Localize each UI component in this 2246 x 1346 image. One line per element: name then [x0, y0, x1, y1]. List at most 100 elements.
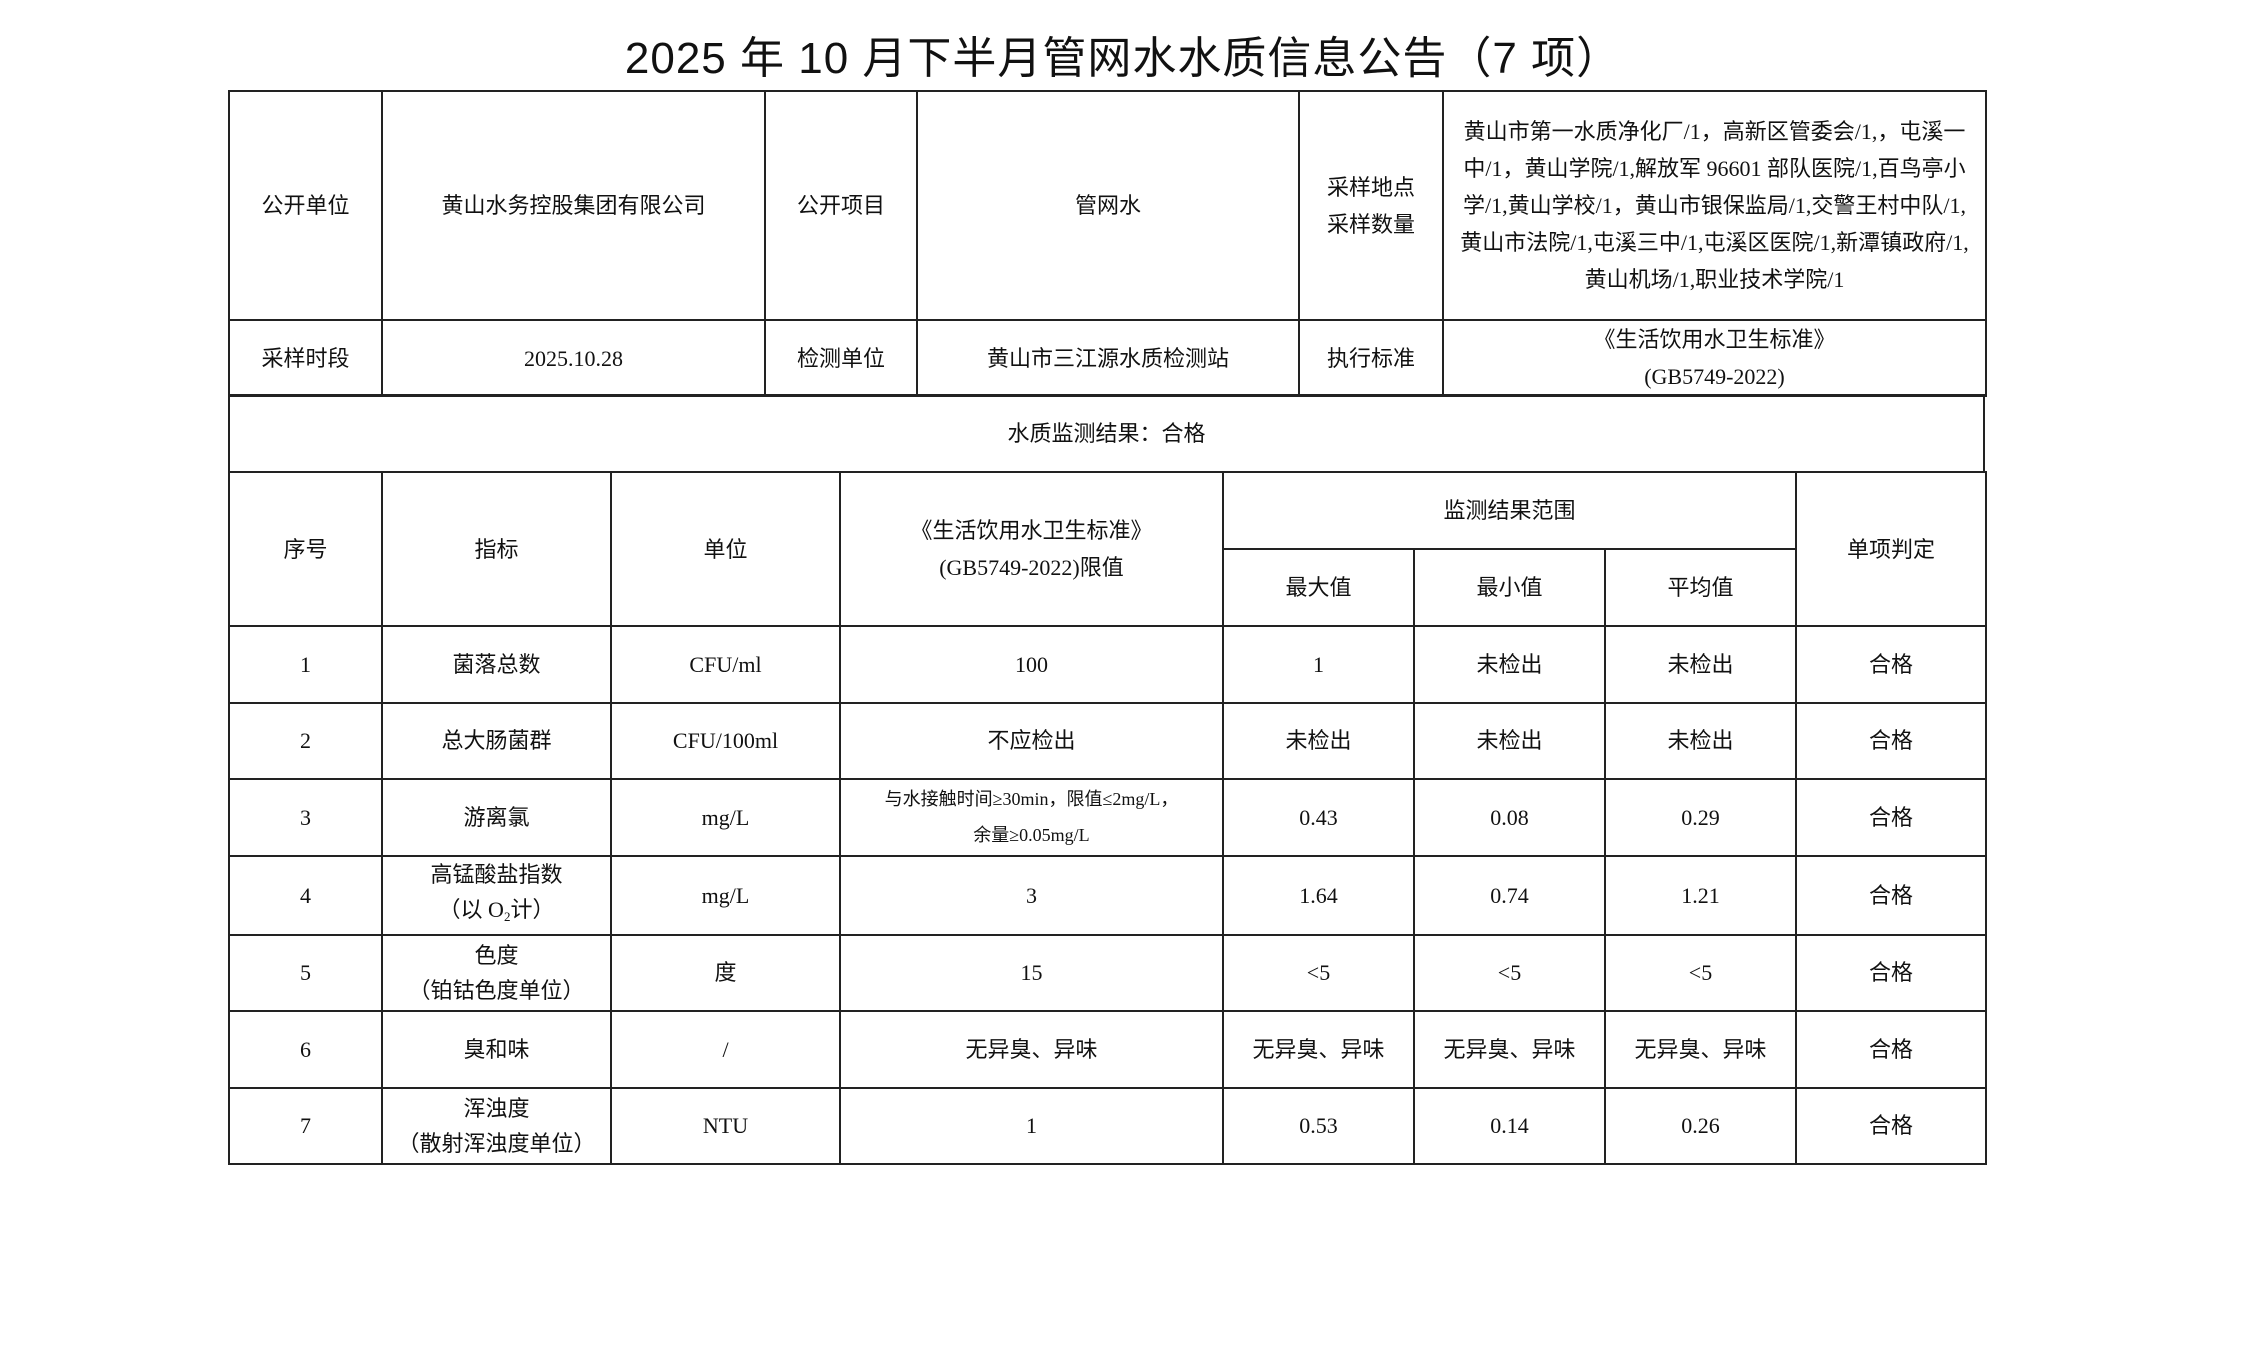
indicator-note: （铂钴色度单位） [408, 977, 585, 1003]
row-avg: 0.29 [1604, 778, 1797, 857]
row-no: 7 [228, 1086, 383, 1165]
indicator-note-suffix: 计） [510, 896, 555, 922]
row-max: 无异臭、异味 [1222, 1010, 1415, 1089]
row-no: 1 [228, 625, 383, 704]
standard-line1: 《生活饮用水卫生标准》 [1593, 327, 1836, 352]
lab-label: 检测单位 [764, 319, 918, 397]
lab-value: 黄山市三江源水质检测站 [916, 319, 1300, 397]
row-no: 3 [228, 778, 383, 857]
limit-value: 无异臭、异味 [965, 1036, 1098, 1062]
period-value: 2025.10.28 [381, 319, 766, 397]
row-unit: mg/L [610, 778, 841, 857]
item-label: 公开项目 [764, 90, 918, 321]
header-avg: 平均值 [1604, 548, 1797, 627]
sites-label-line2: 采样数量 [1326, 211, 1415, 237]
row-unit: CFU/100ml [610, 701, 841, 780]
result-summary: 水质监测结果：合格 [228, 394, 1985, 473]
header-no: 序号 [228, 471, 383, 627]
row-avg: <5 [1604, 933, 1797, 1012]
header-limit: 《生活饮用水卫生标准》 (GB5749-2022)限值 [839, 471, 1224, 627]
row-avg: 0.26 [1604, 1086, 1797, 1165]
header-range: 监测结果范围 [1222, 471, 1797, 550]
row-limit: 1 [839, 1086, 1224, 1165]
indicator-name: 浑浊度 [463, 1095, 530, 1121]
row-no: 6 [228, 1010, 383, 1089]
limit-value: 15 [1020, 960, 1043, 986]
row-indicator: 菌落总数 [381, 625, 612, 704]
limit-value: 3 [1026, 882, 1037, 908]
indicator-name: 高锰酸盐指数 [430, 861, 563, 887]
header-max: 最大值 [1222, 548, 1415, 627]
row-limit: 与水接触时间≥30min，限值≤2mg/L， 余量≥0.05mg/L [839, 778, 1224, 857]
table-row: 2 总大肠菌群 CFU/100ml 不应检出 未检出 未检出 未检出 合格 [228, 701, 1987, 780]
row-limit: 无异臭、异味 [839, 1010, 1224, 1089]
row-max: 0.53 [1222, 1086, 1415, 1165]
standard-line2: (GB5749-2022) [1644, 364, 1785, 389]
info-table: 公开单位 黄山水务控股集团有限公司 公开项目 管网水 采样地点采样数量 黄山市第… [228, 90, 1987, 397]
row-limit: 3 [839, 854, 1224, 936]
indicator-name: 游离氯 [463, 804, 530, 830]
indicator-name: 菌落总数 [452, 651, 541, 677]
standard-label: 执行标准 [1298, 319, 1444, 397]
indicator-note: （散射浑浊度单位） [397, 1130, 596, 1156]
row-indicator: 浑浊度 （散射浑浊度单位） [381, 1086, 612, 1165]
row-no: 4 [228, 854, 383, 936]
row-verdict: 合格 [1795, 1086, 1987, 1165]
standard-value: 《生活饮用水卫生标准》 (GB5749-2022) [1442, 319, 1987, 397]
indicator-name: 总大肠菌群 [441, 728, 552, 754]
indicator-note-subscript: 2 [503, 908, 511, 924]
row-verdict: 合格 [1795, 933, 1987, 1012]
row-max: 0.43 [1222, 778, 1415, 857]
row-max: <5 [1222, 933, 1415, 1012]
header-verdict: 单项判定 [1795, 471, 1987, 627]
row-unit: CFU/ml [610, 625, 841, 704]
summary-table: 水质监测结果：合格 [228, 394, 1985, 473]
indicator-note-prefix: （以 O [438, 896, 504, 922]
limit-value: 不应检出 [987, 728, 1076, 754]
row-unit: / [610, 1010, 841, 1089]
row-indicator: 游离氯 [381, 778, 612, 857]
indicator-name: 色度 [474, 942, 519, 968]
row-min: 无异臭、异味 [1413, 1010, 1606, 1089]
row-max: 1.64 [1222, 854, 1415, 936]
row-min: 0.14 [1413, 1086, 1606, 1165]
row-no: 5 [228, 933, 383, 1012]
row-limit: 15 [839, 933, 1224, 1012]
limit-line2: 余量≥0.05mg/L [973, 825, 1090, 846]
limit-line1: 与水接触时间≥30min，限值≤2mg/L， [884, 789, 1179, 810]
row-indicator: 高锰酸盐指数 （以 O2计） [381, 854, 612, 936]
row-indicator: 色度 （铂钴色度单位） [381, 933, 612, 1012]
row-verdict: 合格 [1795, 854, 1987, 936]
row-indicator: 臭和味 [381, 1010, 612, 1089]
table-row: 5 色度 （铂钴色度单位） 度 15 <5 <5 <5 合格 [228, 933, 1987, 1012]
table-row: 7 浑浊度 （散射浑浊度单位） NTU 1 0.53 0.14 0.26 合格 [228, 1086, 1987, 1165]
row-min: 0.74 [1413, 854, 1606, 936]
row-verdict: 合格 [1795, 625, 1987, 704]
sites-value: 黄山市第一水质净化厂/1，高新区管委会/1,，屯溪一中/1，黄山学院/1,解放军… [1442, 90, 1987, 321]
row-limit: 100 [839, 625, 1224, 704]
row-verdict: 合格 [1795, 701, 1987, 780]
item-value: 管网水 [916, 90, 1300, 321]
sites-label: 采样地点 采样数量 [1298, 90, 1444, 321]
row-unit: 度 [610, 933, 841, 1012]
results-table: 序号 指标 单位 《生活饮用水卫生标准》 (GB5749-2022)限值 监测结果… [228, 471, 1987, 1165]
header-limit-line1: 《生活饮用水卫生标准》 [910, 518, 1153, 543]
publisher-value: 黄山水务控股集团有限公司 [381, 90, 766, 321]
header-indicator: 指标 [381, 471, 612, 627]
row-verdict: 合格 [1795, 778, 1987, 857]
row-avg: 1.21 [1604, 854, 1797, 936]
table-row: 3 游离氯 mg/L 与水接触时间≥30min，限值≤2mg/L， 余量≥0.05… [228, 778, 1987, 857]
sites-label-line1: 采样地点 [1326, 174, 1415, 200]
limit-value: 100 [1015, 651, 1048, 677]
table-row: 4 高锰酸盐指数 （以 O2计） mg/L 3 1.64 0.74 1.21 合格 [228, 854, 1987, 936]
indicator-note: （以 O2计） [389, 892, 604, 934]
row-unit: NTU [610, 1086, 841, 1165]
row-max: 未检出 [1222, 701, 1415, 780]
row-indicator: 总大肠菌群 [381, 701, 612, 780]
header-min: 最小值 [1413, 548, 1606, 627]
publisher-label: 公开单位 [228, 90, 383, 321]
row-min: 0.08 [1413, 778, 1606, 857]
row-min: 未检出 [1413, 625, 1606, 704]
indicator-name: 臭和味 [463, 1036, 530, 1062]
row-avg: 未检出 [1604, 625, 1797, 704]
